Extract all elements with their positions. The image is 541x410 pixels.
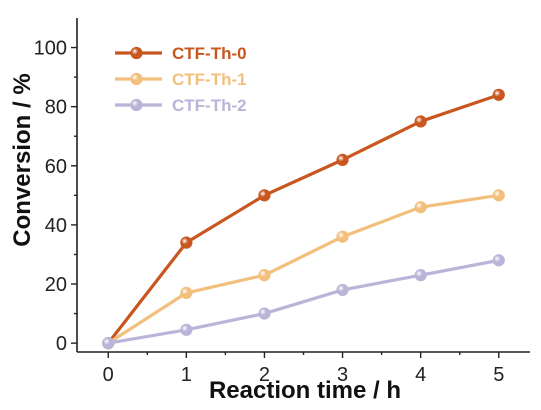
data-point	[414, 115, 427, 128]
y-tick-label: 20	[45, 274, 67, 296]
legend-label: CTF-Th-0	[172, 44, 247, 63]
x-tick-label: 1	[181, 364, 192, 386]
x-axis-title: Reaction time / h	[209, 377, 401, 404]
legend: CTF-Th-0 CTF-Th-1 CTF-Th-2	[115, 44, 247, 115]
series-layer	[102, 88, 505, 350]
y-tick-label: 100	[34, 38, 67, 60]
data-point	[492, 189, 505, 202]
x-tick-label: 0	[103, 364, 114, 386]
y-tick-label: 0	[56, 333, 67, 355]
series-line	[106, 93, 500, 345]
legend-swatch-marker	[130, 72, 143, 86]
data-point	[492, 254, 505, 267]
y-tick-label: 40	[45, 215, 67, 237]
data-point	[492, 88, 505, 101]
data-point	[258, 269, 271, 282]
legend-label: CTF-Th-2	[172, 96, 247, 115]
data-point	[414, 201, 427, 214]
legend-swatch-marker	[130, 46, 143, 60]
data-point	[180, 286, 193, 299]
x-tick-label: 4	[415, 364, 426, 386]
legend-item: CTF-Th-0	[115, 44, 247, 63]
x-tick-label: 3	[337, 364, 348, 386]
legend-label: CTF-Th-1	[172, 70, 247, 89]
legend-item: CTF-Th-1	[115, 70, 247, 89]
data-point	[258, 307, 271, 320]
data-point	[180, 236, 193, 249]
series-line	[107, 193, 499, 345]
y-axis-title: Conversion / %	[9, 73, 36, 246]
legend-item: CTF-Th-2	[115, 96, 247, 115]
data-point	[102, 337, 115, 350]
data-point	[336, 230, 349, 243]
data-point	[258, 189, 271, 202]
x-tick-label: 5	[493, 364, 504, 386]
data-point	[336, 283, 349, 297]
y-tick-label: 80	[45, 97, 67, 119]
legend-swatch-marker	[130, 98, 143, 112]
series-CTF-Th-2	[102, 254, 505, 350]
series-line	[107, 258, 500, 345]
axes: 0 20 40 60 80 100 0 1 2 3 4 5	[34, 18, 530, 386]
data-point	[336, 153, 349, 166]
data-point	[180, 323, 193, 336]
data-point	[414, 269, 427, 282]
y-tick-label: 60	[45, 156, 67, 178]
x-tick-label: 2	[259, 364, 270, 386]
